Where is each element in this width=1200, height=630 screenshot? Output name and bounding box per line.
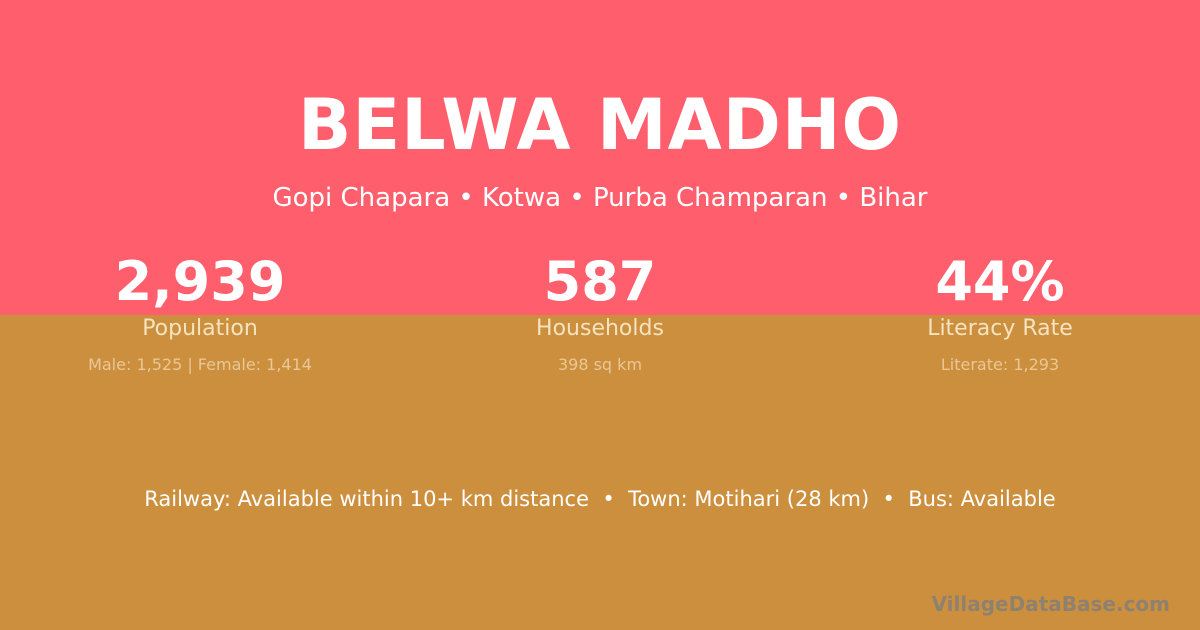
village-name: BELWA MADHO xyxy=(298,84,902,166)
stat-detail: Male: 1,525 | Female: 1,414 xyxy=(88,355,312,374)
stat-detail: 398 sq km xyxy=(557,355,643,374)
stat-label: Literacy Rate xyxy=(927,316,1073,341)
stat-value: 2,939 xyxy=(114,250,286,313)
stat-population: 2,939 Population Male: 1,525 | Female: 1… xyxy=(0,0,400,630)
stat-label: Population xyxy=(142,316,258,341)
header-band xyxy=(0,0,1200,315)
stat-value: 44% xyxy=(935,250,1065,313)
stat-label: Households xyxy=(536,316,664,341)
stat-value: 587 xyxy=(543,250,657,313)
transport-info: Railway: Available within 10+ km distanc… xyxy=(144,487,1056,511)
location-breadcrumb: Gopi Chapara • Kotwa • Purba Champaran •… xyxy=(272,183,928,213)
stat-literacy: 44% Literacy Rate Literate: 1,293 xyxy=(800,0,1200,630)
stat-detail: Literate: 1,293 xyxy=(940,355,1060,374)
watermark-logo: VillageDataBase.com xyxy=(931,592,1170,616)
footer-band xyxy=(0,315,1200,630)
stat-households: 587 Households 398 sq km xyxy=(400,0,800,630)
